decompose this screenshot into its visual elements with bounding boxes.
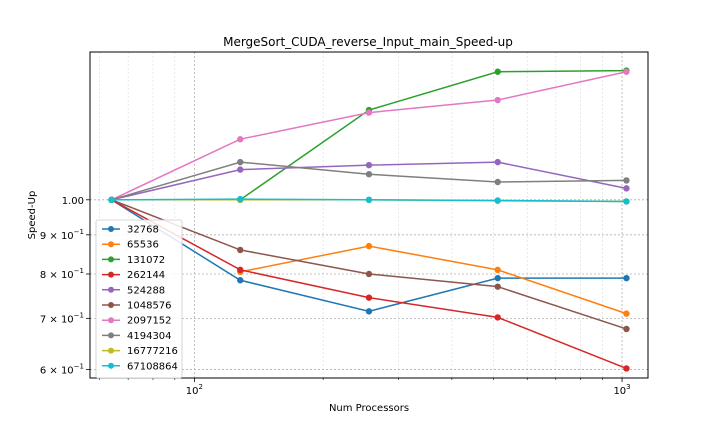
data-point — [108, 196, 115, 204]
x-tick-exponent: 2 — [199, 383, 203, 391]
series-32768 — [108, 196, 630, 315]
data-point — [623, 310, 630, 317]
y-tick-exponent: −1 — [74, 228, 84, 236]
data-point — [623, 198, 630, 205]
data-point — [237, 158, 244, 166]
data-point — [365, 294, 373, 301]
y-axis-label: Speed-Up — [27, 191, 38, 240]
legend-marker — [108, 362, 114, 369]
data-point — [237, 246, 244, 254]
legend-entry: 524288 — [102, 285, 165, 296]
data-point — [365, 270, 373, 278]
y-tick-mantissa: 9 × 10 — [40, 231, 74, 242]
legend: 32768 65536 131072 262144 524288 1048576 20971… — [95, 219, 183, 379]
x-tick-exponent: 3 — [626, 383, 630, 391]
legend-marker — [108, 271, 114, 278]
data-point — [237, 277, 244, 284]
data-point — [494, 68, 501, 75]
y-tick-exponent: −1 — [74, 311, 84, 319]
legend-entry: 1048576 — [102, 301, 172, 312]
data-point — [623, 68, 630, 75]
legend-entry: 131072 — [102, 255, 165, 266]
legend-marker — [108, 226, 114, 232]
legend-label: 262144 — [127, 270, 165, 281]
data-point — [365, 109, 373, 116]
data-point — [365, 242, 373, 250]
legend-label: 16777216 — [127, 346, 178, 357]
y-tick-label: 1.00 — [62, 196, 84, 207]
legend-marker — [108, 317, 114, 324]
y-axis-ticks: 1.009 × 10−18 × 10−17 × 10−16 × 10−1 — [40, 196, 90, 377]
data-point — [237, 266, 244, 274]
data-point — [365, 308, 373, 315]
legend-label: 1048576 — [127, 301, 172, 312]
legend-entry: 67108864 — [102, 361, 178, 372]
series-524288 — [108, 158, 630, 204]
data-point — [237, 195, 244, 203]
series-group — [108, 67, 630, 372]
legend-label: 2097152 — [127, 316, 172, 327]
plot-frame — [89, 51, 649, 379]
data-point — [494, 274, 501, 282]
data-point — [237, 166, 244, 173]
legend-label: 4194304 — [127, 331, 172, 342]
data-point — [494, 96, 501, 104]
legend-marker — [108, 286, 114, 293]
legend-marker — [108, 256, 114, 263]
legend-entry: 16777216 — [102, 346, 178, 357]
y-tick-mantissa: 7 × 10 — [40, 314, 74, 325]
data-point — [237, 136, 244, 143]
legend-label: 131072 — [127, 255, 165, 266]
x-tick-base: 10 — [186, 386, 199, 397]
y-tick-label: 9 × 10−1 — [40, 228, 84, 242]
data-point — [365, 161, 373, 169]
legend-marker — [108, 302, 114, 308]
data-point — [623, 177, 630, 184]
y-tick-exponent: −1 — [74, 363, 84, 371]
legend-label: 524288 — [127, 285, 165, 296]
y-tick-label: 8 × 10−1 — [40, 267, 84, 281]
legend-entry: 65536 — [102, 240, 159, 251]
legend-entry: 262144 — [102, 270, 165, 281]
data-point — [623, 365, 630, 372]
y-tick-exponent: −1 — [74, 267, 84, 275]
legend-entry: 4194304 — [102, 331, 172, 342]
data-point — [494, 266, 501, 274]
data-point — [494, 197, 501, 204]
legend-marker — [108, 332, 114, 339]
data-point — [623, 274, 630, 282]
legend-label: 65536 — [127, 240, 159, 251]
x-tick-base: 10 — [613, 386, 626, 397]
data-point — [623, 185, 630, 192]
legend-marker — [108, 241, 114, 248]
data-point — [365, 196, 373, 204]
series-line — [239, 69, 627, 201]
data-point — [494, 158, 501, 166]
legend-label: 32768 — [127, 225, 159, 236]
data-point — [494, 283, 501, 290]
y-tick-label: 6 × 10−1 — [40, 363, 84, 377]
series-67108864 — [108, 195, 630, 205]
legend-marker — [108, 347, 114, 354]
data-point — [365, 171, 373, 178]
data-point — [494, 178, 501, 186]
x-tick-label: 102 — [186, 383, 203, 397]
y-tick-mantissa: 8 × 10 — [40, 270, 74, 281]
data-point — [623, 325, 630, 333]
series-line — [240, 245, 627, 315]
legend-entry: 2097152 — [102, 316, 172, 327]
data-point — [494, 314, 501, 321]
x-tick-label: 103 — [613, 383, 630, 397]
x-axis-label: Num Processors — [329, 403, 409, 414]
y-tick-text: 1.00 — [62, 196, 84, 207]
legend-entry: 32768 — [102, 225, 159, 236]
chart-title: MergeSort_CUDA_reverse_Input_main_Speed-… — [223, 35, 513, 49]
y-tick-mantissa: 6 × 10 — [40, 366, 74, 377]
y-tick-label: 7 × 10−1 — [40, 311, 84, 325]
legend-label: 67108864 — [127, 361, 178, 372]
